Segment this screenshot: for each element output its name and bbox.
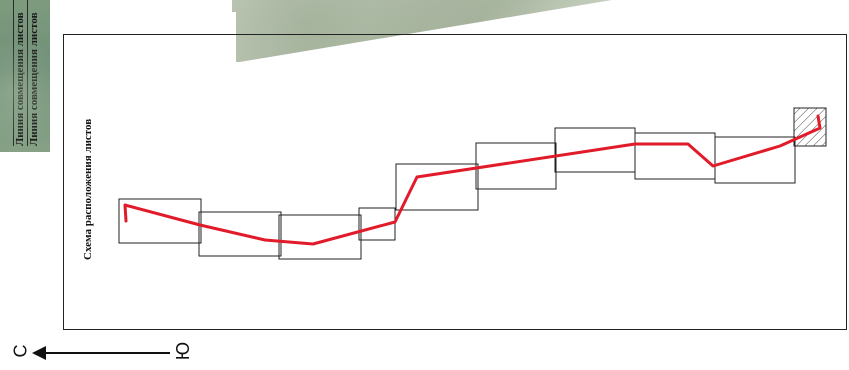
sheet-rect-5	[395, 163, 479, 211]
south-label: Ю	[173, 341, 194, 361]
sheet-rect-9	[714, 136, 796, 184]
north-label: С	[10, 344, 31, 358]
aerial-photo-strip: Линия совмещения листов Линия совмещения…	[0, 0, 50, 152]
north-arrow-icon	[32, 346, 170, 360]
sheet-rect-4	[358, 207, 396, 241]
sheet-rect-6	[475, 142, 557, 190]
sheet-rect-2	[198, 211, 282, 257]
route-line	[123, 114, 822, 246]
white-overlay	[50, 12, 236, 102]
sheet-rect-1	[118, 198, 202, 244]
sheet-layout-scheme-frame	[63, 34, 847, 330]
sheet-rect-3	[278, 214, 362, 260]
compass-indicator: С Ю	[10, 340, 199, 366]
